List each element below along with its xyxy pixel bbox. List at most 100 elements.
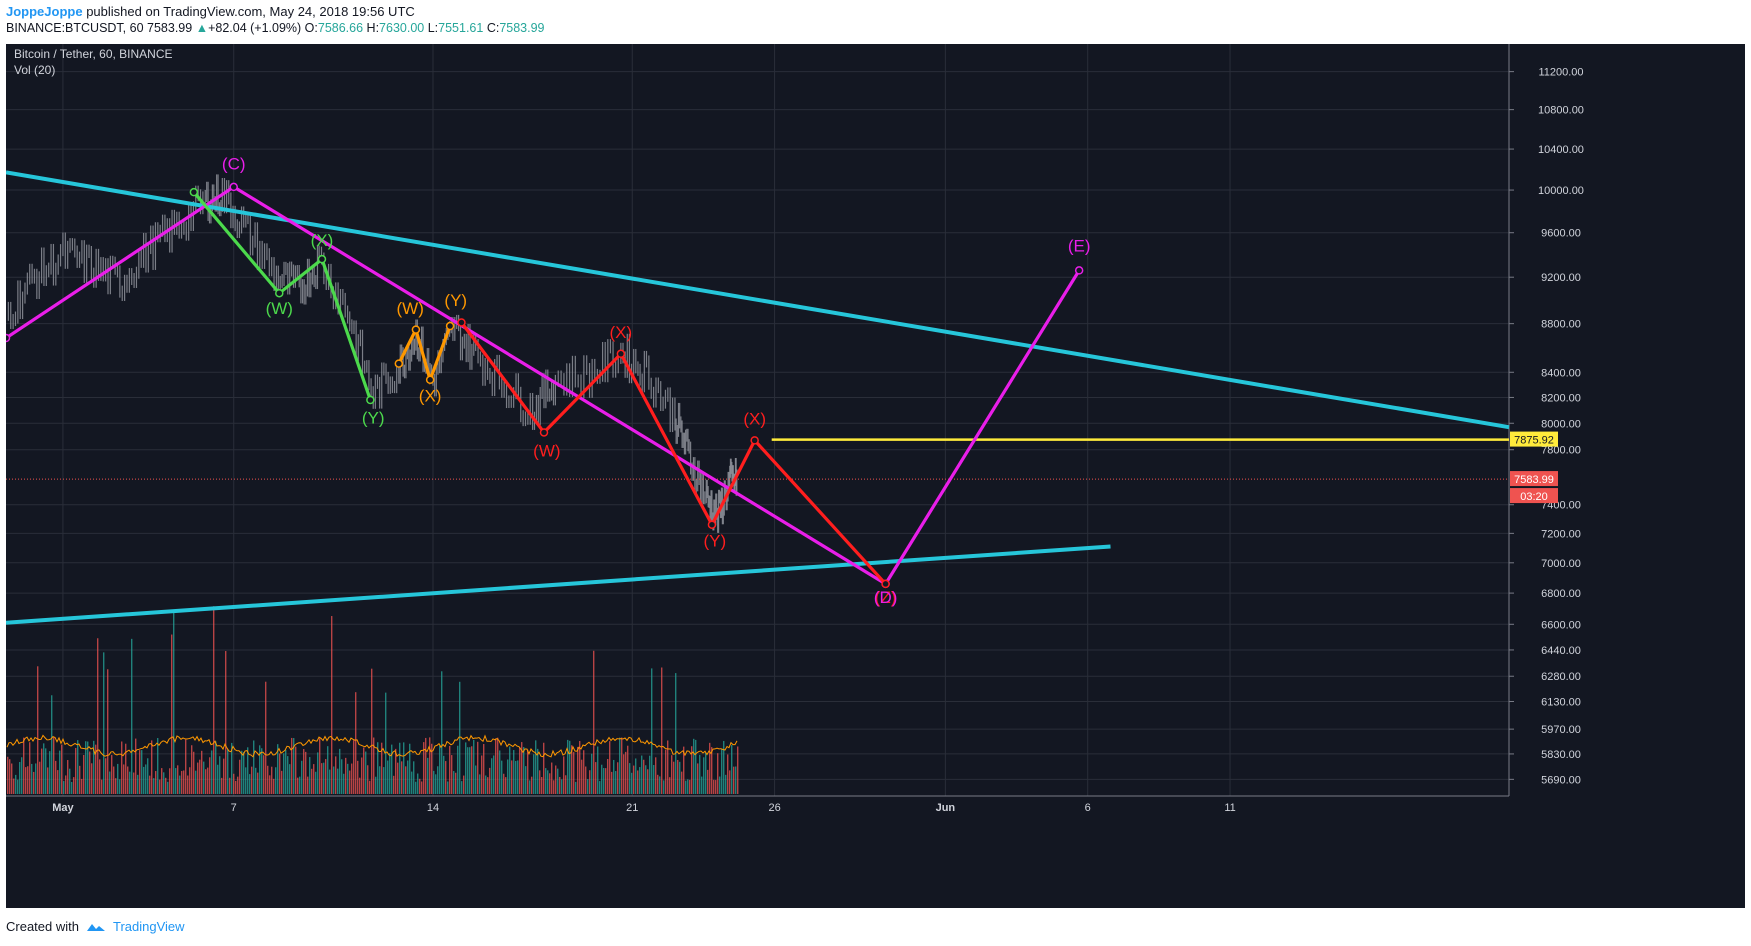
last-price: 7583.99 xyxy=(147,21,193,35)
volume-bar xyxy=(129,771,131,794)
volume-bar xyxy=(401,761,403,794)
low-value: 7551.61 xyxy=(438,21,484,35)
volume-bar xyxy=(263,755,265,794)
volume-bar xyxy=(475,765,477,794)
x-tick-label: 26 xyxy=(768,802,780,814)
y-tick-label: 6130.00 xyxy=(1541,696,1581,708)
volume-bar xyxy=(383,767,385,794)
volume-bar xyxy=(507,759,509,794)
author-link[interactable]: JoppeJoppe xyxy=(6,4,83,19)
volume-bar xyxy=(729,770,731,794)
series-wave_green xyxy=(192,191,372,401)
volume-bar xyxy=(51,695,53,794)
volume-bar xyxy=(477,741,479,794)
volume-bar xyxy=(23,737,25,794)
volume-bar xyxy=(419,778,421,794)
volume-bar xyxy=(61,744,63,794)
volume-bar xyxy=(83,754,85,794)
volume-bar xyxy=(377,742,379,794)
volume-bar xyxy=(179,775,181,794)
volume-bar xyxy=(591,753,593,794)
volume-bar xyxy=(429,737,431,794)
volume-bar xyxy=(283,753,285,794)
volume-bar xyxy=(11,763,13,794)
tradingview-brand-link[interactable]: TradingView xyxy=(112,919,185,934)
volume-bar xyxy=(673,761,675,794)
volume-bar xyxy=(201,750,203,794)
volume-bar xyxy=(235,780,237,794)
volume-bar xyxy=(33,771,35,794)
volume-bar xyxy=(605,768,607,794)
volume-bar xyxy=(95,744,97,794)
wave-pivot-point xyxy=(457,318,466,327)
volume-bar xyxy=(495,738,497,794)
volume-bar xyxy=(119,779,121,794)
volume-bar xyxy=(297,777,299,794)
volume-bar xyxy=(593,650,595,794)
series-trend_upper xyxy=(6,170,1510,430)
hline-price-tag: 7875.92 xyxy=(1514,435,1554,447)
y-tick-label: 10000.00 xyxy=(1538,185,1584,197)
volume-bar xyxy=(29,742,31,794)
volume-bar xyxy=(479,774,481,794)
last-price-tag-bg xyxy=(1510,471,1558,487)
volume-bar xyxy=(73,777,75,794)
volume-bar xyxy=(337,768,339,794)
volume-bar xyxy=(625,751,627,794)
wave-label: (X) xyxy=(419,386,442,405)
volume-bar xyxy=(437,766,439,794)
volume-bar xyxy=(609,741,611,794)
volume-bar xyxy=(669,777,671,794)
volume-bar xyxy=(595,762,597,794)
volume-bar xyxy=(737,746,739,794)
volume-bar xyxy=(255,767,257,794)
x-tick-label: May xyxy=(52,802,74,814)
volume-bar xyxy=(431,743,433,794)
volume-bar xyxy=(615,771,617,794)
volume-bar xyxy=(469,747,471,794)
volume-bar xyxy=(683,746,685,794)
volume-bar xyxy=(387,760,389,794)
volume-bar xyxy=(365,751,367,794)
volume-bar xyxy=(229,777,231,794)
y-tick-label: 11200.00 xyxy=(1538,67,1583,79)
volume-bar xyxy=(655,757,657,794)
bar-countdown-tag: 03:20 xyxy=(1520,491,1548,503)
volume-bar xyxy=(203,761,205,794)
volume-bar xyxy=(707,769,709,794)
wave-pivot-point xyxy=(750,436,759,445)
volume-bar xyxy=(27,766,29,794)
volume-bar xyxy=(481,755,483,794)
price-chart[interactable]: 11200.00 10800.00 10400.00 10000.00 9600.00 9… xyxy=(6,44,1745,908)
volume-bar xyxy=(575,781,577,794)
volume-bar xyxy=(415,781,417,794)
volume-bar xyxy=(577,746,579,794)
volume-bar xyxy=(513,750,515,794)
volume-bar xyxy=(143,766,145,794)
volume-bar xyxy=(499,750,501,794)
volume-bar xyxy=(211,750,213,794)
volume-bar xyxy=(395,748,397,794)
hline-price-tag-bg xyxy=(1510,431,1558,447)
wave-pivot-point xyxy=(881,579,890,589)
volume-bar xyxy=(175,768,177,794)
chart-container[interactable]: 11200.00 10800.00 10400.00 10000.00 9600.00 9… xyxy=(6,44,1745,908)
volume-bar xyxy=(599,781,601,794)
volume-bar xyxy=(517,760,519,794)
volume-bar xyxy=(399,742,401,794)
volume-bar xyxy=(551,762,553,794)
volume-bar xyxy=(671,755,673,794)
volume-bar xyxy=(99,759,101,794)
volume-bar xyxy=(87,741,89,794)
volume-bar xyxy=(681,771,683,794)
volume-bar xyxy=(721,748,723,794)
high-value: 7630.00 xyxy=(379,21,425,35)
volume-bar xyxy=(569,740,571,794)
wave-label: (Y) xyxy=(362,408,385,427)
volume-bar xyxy=(703,757,705,794)
price-change: +82.04 (+1.09%) xyxy=(208,21,302,35)
volume-bar xyxy=(435,774,437,794)
volume-bar xyxy=(533,754,535,794)
volume-bar xyxy=(333,766,335,794)
wave-pivot-point xyxy=(275,288,284,298)
